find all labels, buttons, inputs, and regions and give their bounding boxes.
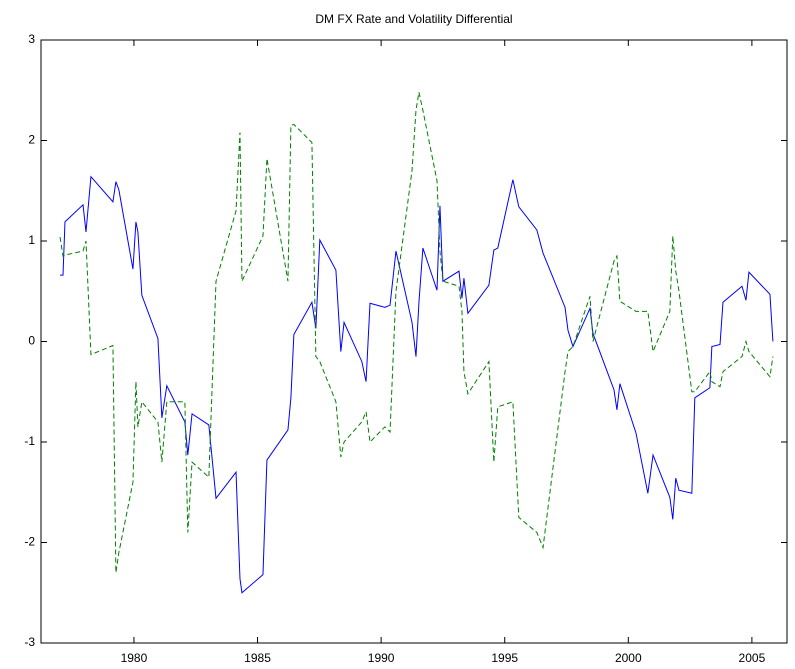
x-tick-label: 1995 [491,651,518,665]
y-tick-label: -2 [24,535,35,549]
data-line [60,175,774,594]
x-tick-label: 1980 [121,651,148,665]
x-tick-label: 2005 [739,651,766,665]
y-tick-label: 1 [28,233,35,247]
data-line [59,92,774,573]
y-tick-label: 0 [28,334,35,348]
x-tick-label: 1990 [368,651,395,665]
y-tick-label: 3 [28,32,35,46]
x-tick-label: 1985 [244,651,271,665]
chart-title: DM FX Rate and Volatility Differential [315,12,512,26]
x-tick-label: 2000 [615,651,642,665]
y-tick-label: -3 [24,635,35,649]
y-tick-label: -1 [24,434,35,448]
y-tick-label: 2 [28,133,35,147]
